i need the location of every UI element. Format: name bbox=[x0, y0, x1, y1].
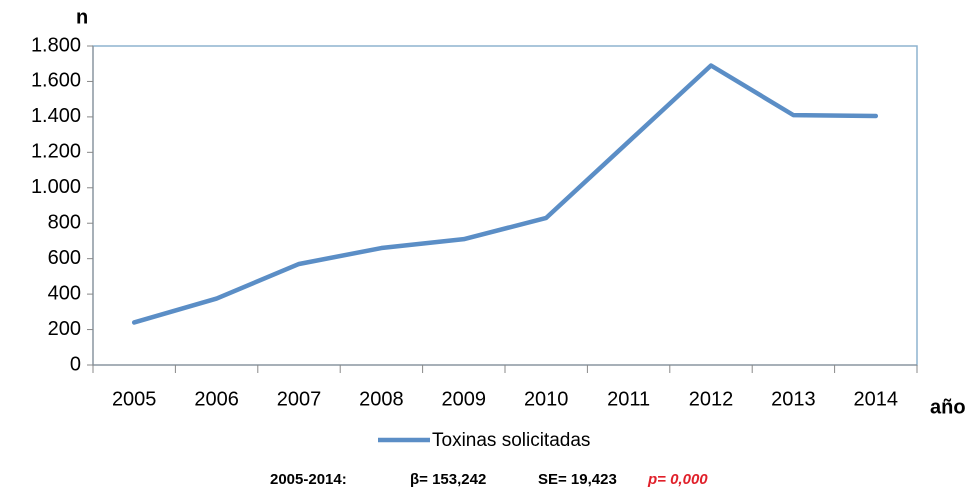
x-tick-label: 2010 bbox=[524, 388, 569, 410]
y-tick-label: 1.000 bbox=[31, 176, 81, 198]
plot-area bbox=[92, 45, 918, 366]
x-tick-label: 2006 bbox=[194, 388, 239, 410]
annotation-p: p= 0,000 bbox=[647, 471, 708, 488]
y-tick-label: 800 bbox=[48, 212, 81, 234]
y-tick-label: 600 bbox=[48, 247, 81, 269]
x-tick-label: 2008 bbox=[359, 388, 404, 410]
x-tick-label: 2009 bbox=[442, 388, 487, 410]
y-tick-label: 1.600 bbox=[31, 70, 81, 92]
annotation-beta: β= 153,242 bbox=[410, 471, 486, 488]
x-tick-label: 2011 bbox=[607, 388, 650, 410]
data-line bbox=[131, 63, 879, 325]
x-tick-label: 2007 bbox=[277, 388, 322, 410]
x-tick-label: 2013 bbox=[771, 388, 816, 410]
y-tick-label: 200 bbox=[48, 318, 81, 340]
y-tick-label: 0 bbox=[70, 353, 81, 375]
legend-label: Toxinas solicitadas bbox=[432, 430, 590, 451]
x-axis-label: año bbox=[930, 396, 966, 418]
y-tick-label: 400 bbox=[48, 282, 81, 304]
x-tick-label: 2005 bbox=[112, 388, 157, 410]
annotation-se: SE= 19,423 bbox=[538, 471, 617, 488]
x-tick-label: 2012 bbox=[689, 388, 734, 410]
y-tick-label: 1.800 bbox=[31, 34, 81, 56]
y-axis-label: n bbox=[76, 6, 88, 28]
annotation-period: 2005-2014: bbox=[270, 471, 347, 488]
y-tick-label: 1.400 bbox=[31, 105, 81, 127]
x-tick-label: 2014 bbox=[854, 388, 899, 410]
y-tick-label: 1.200 bbox=[31, 141, 81, 163]
